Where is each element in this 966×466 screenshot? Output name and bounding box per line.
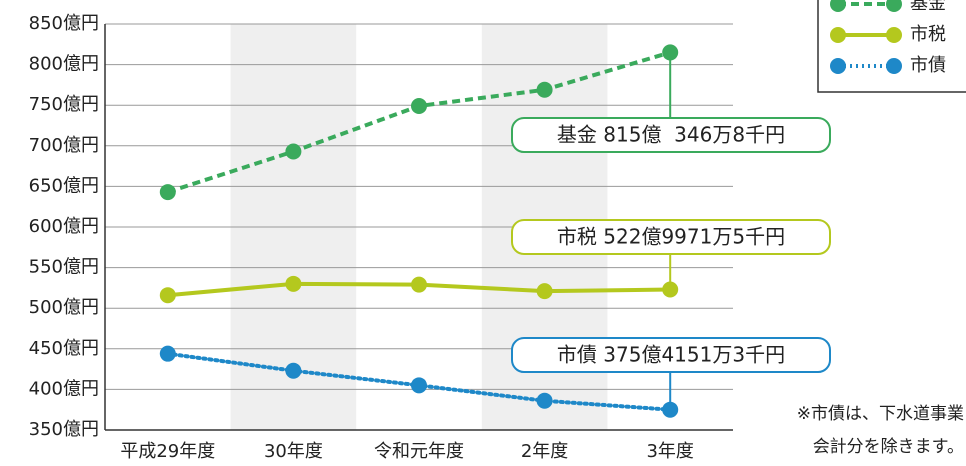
y-tick-label: 750億円: [29, 94, 99, 115]
y-tick-label: 650億円: [29, 175, 99, 196]
y-tick-label: 500億円: [29, 297, 99, 318]
annotation-box: [511, 219, 831, 255]
point: [536, 392, 553, 409]
point: [159, 184, 176, 201]
annotation: 市税 522億9971万5千円: [557, 225, 785, 249]
legend-marker: [886, 27, 902, 43]
x-tick-label: 3年度: [646, 441, 693, 462]
point: [285, 362, 302, 379]
point: [285, 143, 302, 160]
y-tick-label: 850億円: [29, 13, 99, 34]
point: [662, 44, 679, 61]
point: [285, 275, 302, 292]
point: [411, 276, 427, 293]
point: [159, 345, 176, 362]
x-tick-label: 30年度: [264, 441, 323, 462]
y-tick-label: 600億円: [29, 216, 99, 237]
y-tick-label: 450億円: [29, 338, 99, 359]
legend-box: [817, 0, 966, 93]
legend-label: 基金: [910, 0, 946, 14]
x-tick-label: 令和元年度: [374, 441, 464, 462]
point: [536, 81, 553, 98]
annotation-box: [511, 337, 831, 373]
y-tick-label: 350億円: [29, 419, 99, 440]
y-tick-label: 400億円: [29, 378, 99, 399]
point: [411, 98, 427, 115]
annotation: 市債 375億4151万3千円: [557, 343, 785, 367]
legend-marker: [886, 0, 902, 12]
legend-marker: [830, 0, 846, 12]
x-tick-label: 平成29年度: [120, 441, 215, 462]
note: ※市債は、下水道事業: [797, 404, 964, 424]
legend-marker: [830, 27, 846, 43]
annotation: 基金 815億 346万8千円: [557, 123, 785, 147]
legend-label: 市債: [910, 55, 946, 76]
legend-marker: [886, 58, 902, 74]
y-tick-label: 800億円: [29, 54, 99, 75]
annotation-box: [511, 117, 831, 153]
point: [536, 283, 553, 300]
point: [662, 281, 679, 298]
y-tick-label: 550億円: [29, 257, 99, 278]
note: 会計分を除きます。: [813, 437, 964, 457]
x-tick-label: 2年度: [521, 441, 568, 462]
point: [411, 377, 427, 394]
point: [662, 401, 679, 418]
point: [159, 287, 176, 304]
legend-label: 市税: [910, 24, 946, 45]
y-tick-label: 700億円: [29, 135, 99, 156]
legend-marker: [830, 58, 846, 74]
